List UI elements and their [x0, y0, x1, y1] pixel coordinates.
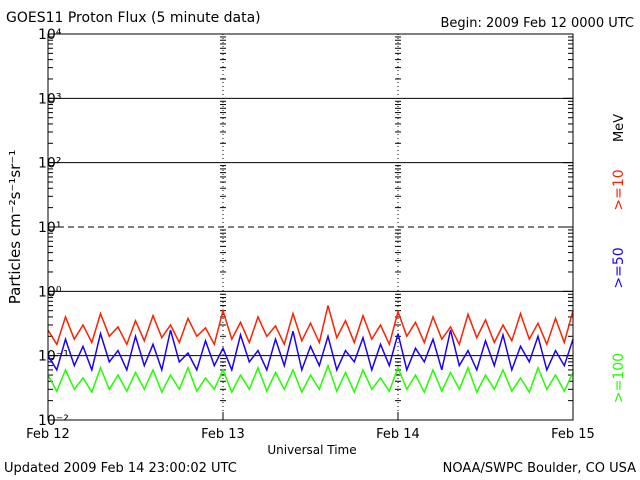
footer-left: Updated 2009 Feb 14 23:00:02 UTC	[4, 461, 237, 476]
y-tick-label: 10¹	[38, 220, 61, 236]
chart-subtitle: Begin: 2009 Feb 12 0000 UTC	[440, 16, 634, 31]
y-tick-label: 10⁴	[38, 27, 62, 43]
y-tick-label: 10³	[38, 91, 61, 107]
legend-entry: >=100	[611, 353, 627, 403]
x-axis-label: Universal Time	[267, 443, 356, 457]
footer-right: NOAA/SWPC Boulder, CO USA	[443, 461, 636, 476]
y-tick-label: 10²	[38, 156, 61, 172]
series-line	[47, 363, 574, 395]
series-line	[47, 329, 574, 373]
y-tick-label: 10⁰	[38, 284, 62, 300]
plot-frame	[47, 33, 574, 421]
y-axis-label: Particles cm⁻²s⁻¹sr⁻¹	[6, 150, 24, 304]
legend-entry: >=50	[611, 247, 627, 288]
series-line	[47, 305, 574, 347]
y-tick-label: 10⁻²	[38, 413, 69, 429]
legend-entry: >=10	[611, 169, 627, 210]
legend-unit: MeV	[612, 114, 627, 142]
x-tick-label: Feb 15	[551, 427, 595, 442]
x-tick-label: Feb 13	[201, 427, 245, 442]
y-tick-label: 10⁻¹	[38, 349, 69, 365]
chart-title: GOES11 Proton Flux (5 minute data)	[6, 10, 261, 26]
x-tick-label: Feb 14	[376, 427, 420, 442]
x-tick-label: Feb 12	[26, 427, 70, 442]
